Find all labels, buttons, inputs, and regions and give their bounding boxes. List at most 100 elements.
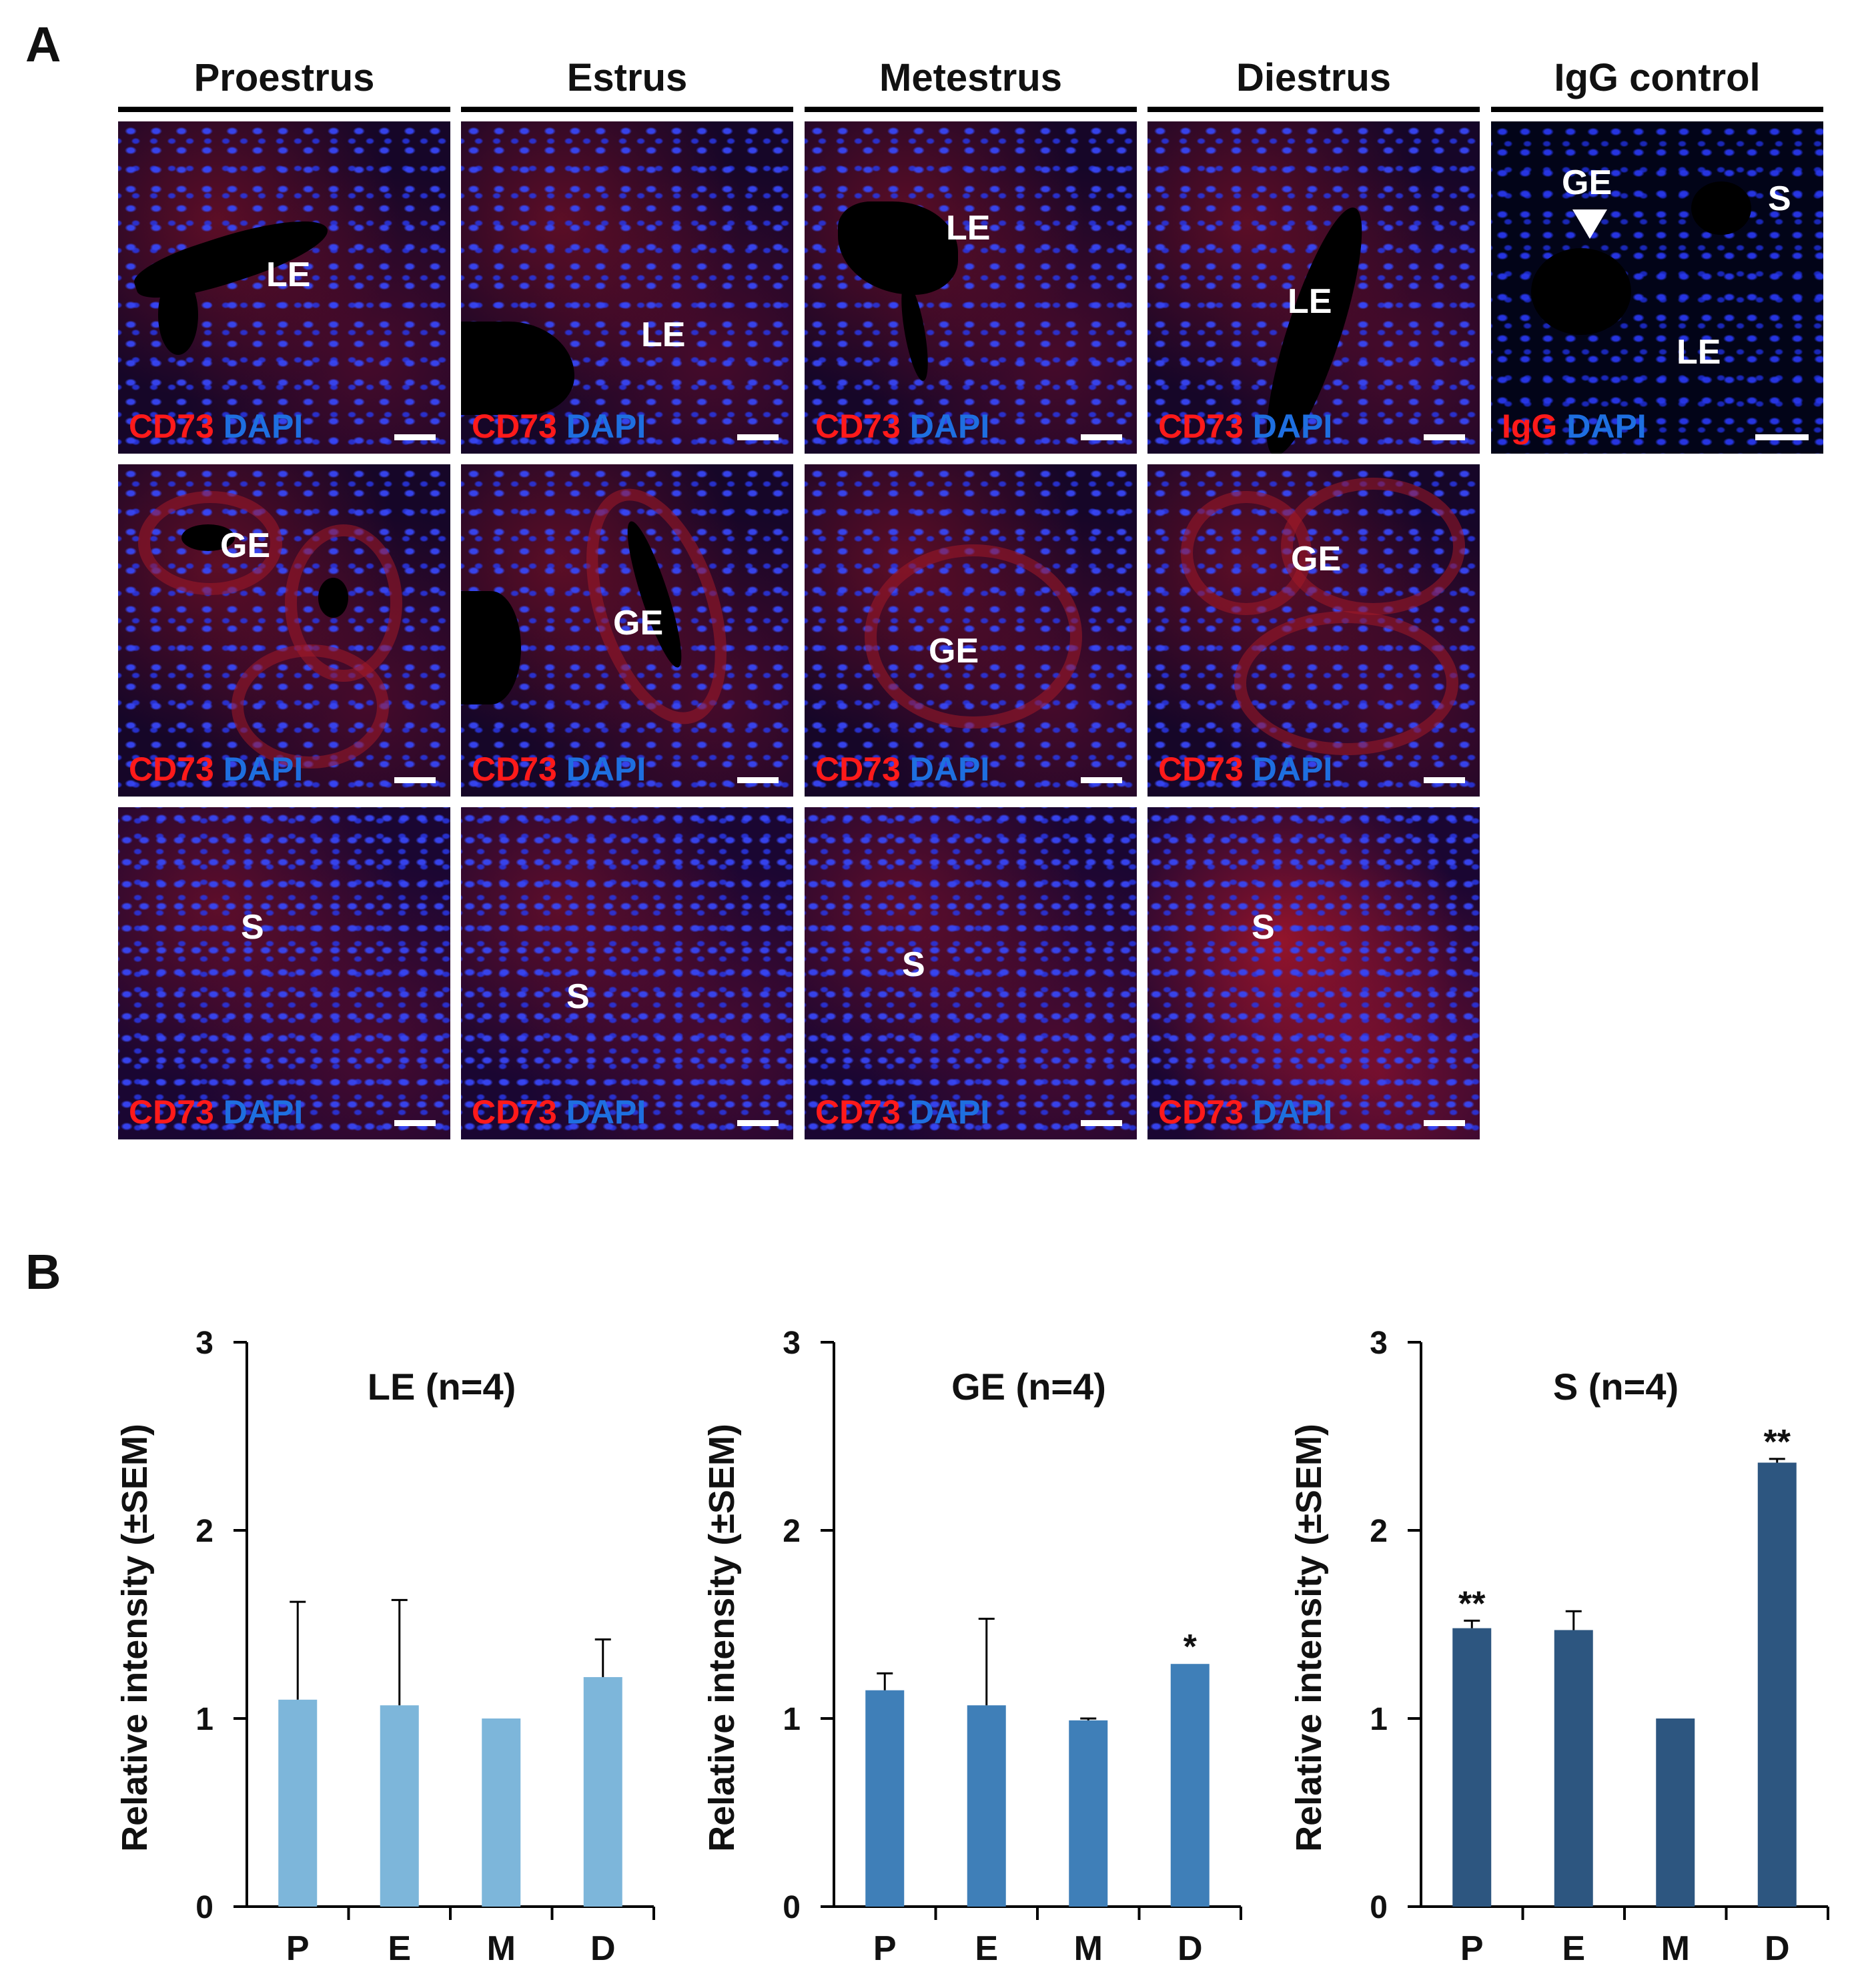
- y-tick-label: 3: [1370, 1326, 1388, 1361]
- y-tick-label: 2: [1370, 1514, 1388, 1549]
- region-label: S: [1252, 908, 1275, 947]
- micrograph-estrus-ge: GE CD73 DAPI: [461, 464, 793, 797]
- stain-dapi: DAPI: [566, 408, 646, 445]
- stain-legend: CD73 DAPI: [1158, 750, 1332, 789]
- scale-bar: [1081, 1120, 1122, 1126]
- x-tick-label: E: [388, 1929, 411, 1968]
- column-header-text: Diestrus: [1236, 56, 1392, 99]
- stain-dapi: DAPI: [566, 1093, 646, 1131]
- y-tick-label: 2: [783, 1514, 801, 1549]
- stain-legend: CD73 DAPI: [472, 1093, 646, 1131]
- scale-bar: [394, 1120, 436, 1126]
- stain-legend: CD73 DAPI: [815, 750, 989, 789]
- stain-legend: IgG DAPI: [1502, 407, 1647, 446]
- x-tick-label: P: [1460, 1929, 1484, 1968]
- stain-legend: CD73 DAPI: [1158, 1093, 1332, 1131]
- region-label: LE: [1288, 282, 1332, 321]
- bar: [380, 1705, 419, 1907]
- lumen: [838, 201, 958, 295]
- chart-title: LE (n=4): [368, 1366, 516, 1408]
- y-tick-label: 1: [1370, 1702, 1388, 1737]
- micrograph-metestrus-ge: GE CD73 DAPI: [805, 464, 1137, 797]
- x-tick-label: E: [1562, 1929, 1585, 1968]
- panel-a-label: A: [25, 17, 61, 72]
- x-tick-label: E: [975, 1929, 998, 1968]
- bar: [1554, 1630, 1593, 1907]
- column-header-text: Proestrus: [193, 56, 375, 99]
- arrowhead-icon: [1572, 209, 1607, 239]
- micrograph-estrus-s: S CD73 DAPI: [461, 807, 793, 1139]
- region-label: LE: [1677, 333, 1721, 372]
- stain-cd73: CD73: [129, 1093, 214, 1131]
- micrograph-diestrus-le: LE CD73 DAPI: [1147, 121, 1480, 454]
- column-rule: [805, 107, 1137, 112]
- column-header-proestrus: Proestrus: [118, 55, 450, 112]
- stain-dapi: DAPI: [909, 408, 990, 445]
- micrograph-igg-control: GE S LE IgG DAPI: [1491, 121, 1823, 454]
- column-header-text: IgG control: [1554, 56, 1761, 99]
- region-label: S: [241, 908, 264, 947]
- column-rule: [118, 107, 450, 112]
- scale-bar: [737, 434, 779, 440]
- bar: [967, 1705, 1006, 1907]
- lumen: [1691, 181, 1751, 235]
- micrograph-diestrus-ge: GE CD73 DAPI: [1147, 464, 1480, 797]
- region-label: S: [1768, 179, 1791, 218]
- stain-cd73: CD73: [1158, 1093, 1244, 1131]
- micrograph-metestrus-s: S CD73 DAPI: [805, 807, 1137, 1139]
- region-label: LE: [266, 256, 311, 294]
- bar: [482, 1718, 521, 1907]
- scale-bar: [1424, 1120, 1465, 1126]
- y-tick-label: 2: [195, 1514, 213, 1549]
- scale-bar: [1081, 434, 1122, 440]
- stain-cd73: CD73: [815, 1093, 901, 1131]
- scale-bar: [1424, 777, 1465, 783]
- region-label: GE: [1562, 163, 1612, 202]
- bar: [1757, 1462, 1797, 1907]
- stain-dapi: DAPI: [223, 1093, 304, 1131]
- significance-marker: *: [1184, 1628, 1198, 1666]
- column-rule: [1147, 107, 1480, 112]
- y-axis-label: Relative intensity (±SEM): [702, 1424, 742, 1852]
- stain-dapi: DAPI: [1252, 1093, 1333, 1131]
- stain-cd73: CD73: [1158, 408, 1244, 445]
- scale-bar: [737, 777, 779, 783]
- chart-title: S (n=4): [1553, 1366, 1679, 1408]
- bar: [278, 1699, 318, 1907]
- significance-marker: **: [1458, 1584, 1486, 1623]
- x-tick-label: P: [286, 1929, 310, 1968]
- column-header-estrus: Estrus: [461, 55, 793, 112]
- x-tick-label: M: [487, 1929, 516, 1968]
- micrograph-proestrus-s: S CD73 DAPI: [118, 807, 450, 1139]
- scale-bar: [394, 434, 436, 440]
- stain-dapi: DAPI: [1252, 408, 1333, 445]
- stain-cd73: CD73: [815, 751, 901, 788]
- y-tick-label: 1: [783, 1702, 801, 1737]
- y-tick-label: 0: [1370, 1890, 1388, 1925]
- stain-cd73: CD73: [472, 1093, 557, 1131]
- region-label: S: [902, 945, 925, 984]
- column-header-text: Estrus: [566, 56, 688, 99]
- chart-title: GE (n=4): [951, 1366, 1106, 1408]
- stain-legend: CD73 DAPI: [815, 1093, 989, 1131]
- x-tick-label: P: [873, 1929, 897, 1968]
- y-tick-label: 3: [783, 1326, 801, 1361]
- lumen: [461, 591, 521, 704]
- stain-dapi: DAPI: [909, 751, 990, 788]
- lumen: [181, 524, 235, 551]
- stain-cd73: CD73: [472, 751, 557, 788]
- lumen: [461, 322, 574, 415]
- region-label: LE: [946, 209, 991, 247]
- micrograph-estrus-le: LE CD73 DAPI: [461, 121, 793, 454]
- column-header-text: Metestrus: [879, 56, 1062, 99]
- region-label: LE: [641, 316, 686, 354]
- region-label: GE: [613, 604, 664, 642]
- stain-cd73: CD73: [815, 408, 901, 445]
- y-tick-label: 0: [783, 1890, 801, 1925]
- stain-legend: CD73 DAPI: [129, 750, 303, 789]
- stain-dapi: DAPI: [223, 408, 304, 445]
- y-axis-label: Relative intensity (±SEM): [115, 1424, 155, 1852]
- stain-cd73: CD73: [129, 408, 214, 445]
- stain-dapi: DAPI: [1566, 408, 1647, 445]
- stain-dapi: DAPI: [909, 1093, 990, 1131]
